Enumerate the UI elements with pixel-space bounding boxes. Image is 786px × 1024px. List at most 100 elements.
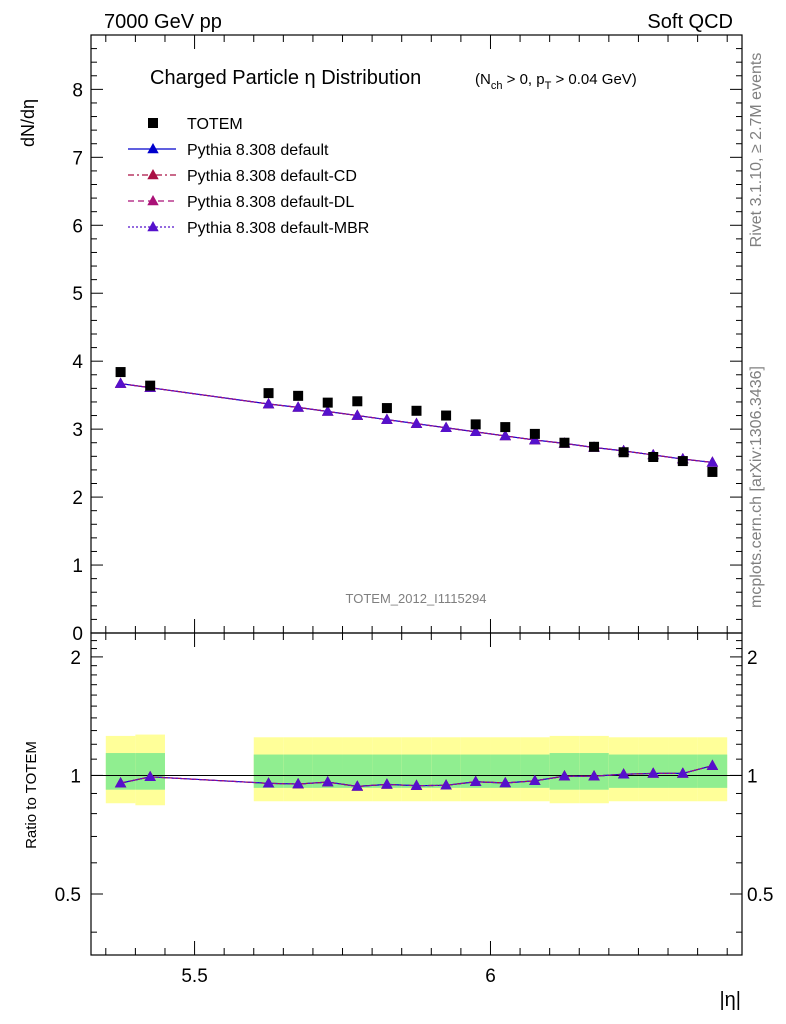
title-sub-end: > 0.04 GeV): [551, 71, 636, 88]
series-marker: [706, 456, 719, 467]
data-point: [589, 441, 600, 452]
data-point: [707, 466, 718, 477]
ratio-plot-frame: [90, 632, 743, 956]
data-point: [618, 447, 629, 458]
data-point: [145, 380, 156, 391]
y-tick-label: 4: [72, 352, 83, 373]
ratio-marker: [322, 776, 334, 787]
y-tick-label: 8: [72, 80, 83, 101]
legend-marker-data: [148, 118, 158, 128]
y-tick-label: 1: [72, 556, 83, 577]
y-axis-label: dN/dη: [18, 99, 38, 147]
title-sub-open: (: [475, 71, 480, 88]
ratio-y-axis-label: Ratio to TOTEM: [23, 741, 40, 849]
series-marker: [499, 429, 511, 441]
data-point: [559, 437, 570, 448]
data-point: [648, 451, 659, 462]
legend-label: Pythia 8.308 default-CD: [187, 168, 357, 185]
header-right: Soft QCD: [647, 11, 733, 33]
ratio-marker: [440, 779, 452, 790]
legend-label: TOTEM: [187, 116, 243, 133]
ratio-tick-label-right: 2: [747, 648, 758, 669]
legend-label: Pythia 8.308 default-MBR: [187, 220, 369, 237]
ratio-marker: [617, 768, 630, 779]
ratio-stat-band: [697, 754, 728, 788]
chart-title: Charged Particle η Distribution (Nch > 0…: [150, 67, 637, 92]
series-marker: [351, 409, 364, 420]
series-marker: [381, 413, 393, 424]
y-tick-label: 2: [72, 488, 83, 509]
ratio-marker: [351, 780, 364, 791]
x-axis-label: |η|: [719, 989, 741, 1011]
ratio-tick-label-right: 1: [747, 766, 758, 787]
series-marker: [469, 425, 482, 437]
ratio-marker: [469, 775, 482, 786]
ratio-marker: [706, 759, 719, 770]
series-marker: [322, 405, 334, 416]
data-point: [441, 410, 452, 421]
ratio-marker: [529, 774, 541, 786]
data-point: [500, 422, 511, 433]
legend-label: Pythia 8.308 default-DL: [187, 194, 354, 211]
ratio-marker: [558, 770, 571, 781]
ratio-tick-label: 1: [70, 766, 81, 787]
ratio-bands: [105, 734, 728, 806]
legend: TOTEM Pythia 8.308 default Pythia 8.308 de…: [128, 116, 369, 237]
data-point: [115, 367, 126, 378]
title-sub-t: T: [545, 80, 552, 92]
data-point: [411, 405, 422, 416]
data-point: [263, 388, 274, 399]
ratio-marker: [292, 778, 304, 789]
x-tick-label: 5.5: [181, 966, 207, 987]
ratio-marker: [114, 777, 127, 788]
ratio-tick-label: 0.5: [55, 885, 81, 906]
ratio-marker: [499, 776, 511, 788]
analysis-watermark: TOTEM_2012_I1115294: [346, 591, 487, 606]
legend-marker: [147, 221, 159, 232]
series-marker: [440, 421, 452, 432]
y-tick-label: 7: [72, 148, 83, 169]
chart-title-main: Charged Particle η Distribution: [150, 67, 421, 89]
series-marker: [262, 397, 275, 409]
axis-ticks: 0 1 2 3 4 5 6 7 8 5.5 6 0.5 0.5 1 1 2 2: [55, 34, 773, 987]
ratio-line: [120, 765, 713, 788]
legend-marker: [147, 195, 159, 206]
data-point: [529, 428, 540, 439]
header-left: 7000 GeV pp: [104, 11, 222, 33]
legend-marker: [147, 169, 159, 180]
ratio-marker: [410, 779, 423, 790]
ratio-marker: [647, 767, 659, 778]
title-sub-ch: ch: [491, 80, 503, 92]
series-marker: [529, 434, 541, 445]
series-marker: [292, 401, 304, 412]
data-point: [322, 397, 333, 408]
legend-label: Pythia 8.308 default: [187, 142, 329, 159]
legend-marker: [147, 143, 159, 154]
ratio-marker: [588, 770, 600, 781]
ratio-tick-label: 2: [70, 648, 81, 669]
data-point: [352, 396, 363, 407]
title-sub-mid: > 0, p: [502, 71, 544, 88]
series-marker: [114, 377, 127, 388]
side-label-rivet: Rivet 3.1.10, ≥ 2.7M events: [748, 53, 765, 248]
ratio-marker: [381, 778, 393, 789]
main-marks: [114, 367, 719, 477]
x-tick-label: 6: [485, 966, 496, 987]
y-tick-label: 3: [72, 420, 83, 441]
ratio-tick-label-right: 0.5: [747, 885, 773, 906]
data-point: [293, 390, 304, 401]
series-marker: [410, 417, 423, 428]
data-point: [677, 456, 688, 467]
ratio-marker: [144, 770, 156, 782]
side-label-mcplots: mcplots.cern.ch [arXiv:1306.3436]: [748, 366, 765, 608]
y-tick-label: 5: [72, 284, 83, 305]
y-tick-label: 6: [72, 216, 83, 237]
y-tick-label: 0: [72, 624, 83, 645]
ratio-marks: [114, 759, 719, 791]
data-point: [381, 403, 392, 414]
ratio-marker: [677, 767, 689, 778]
title-sub-n: N: [480, 71, 491, 88]
chart-title-sub: (Nch > 0, pT > 0.04 GeV): [475, 71, 637, 92]
ratio-marker: [262, 777, 275, 788]
